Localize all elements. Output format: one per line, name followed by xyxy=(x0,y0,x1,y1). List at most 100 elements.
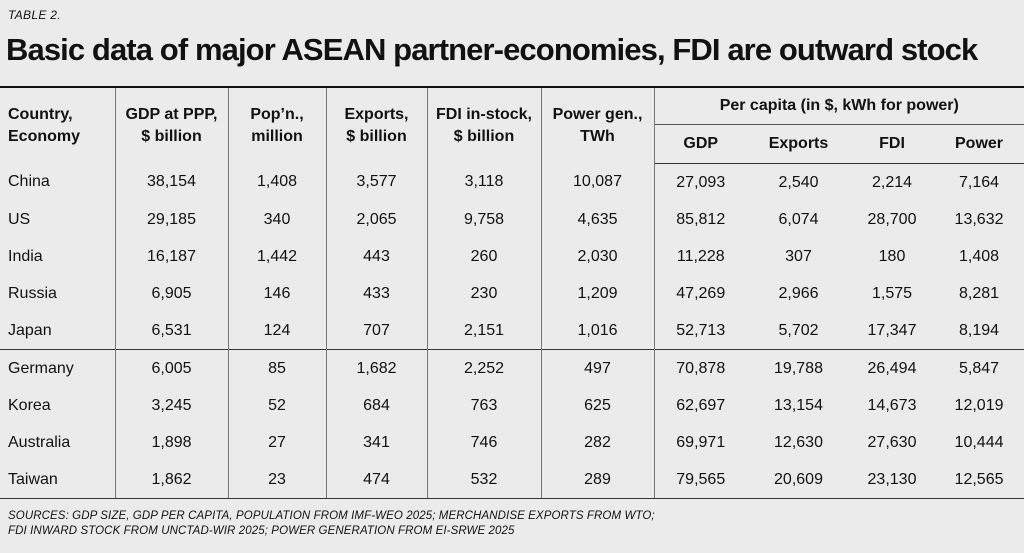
value-cell: 28,700 xyxy=(867,210,917,228)
value-cell: 1,862 xyxy=(115,461,229,499)
table-row: India 16,187 1,442 443 260 2,030 11,228 307 180 1… xyxy=(0,238,1024,275)
value-cell: 2,966 xyxy=(778,284,819,302)
value-cell: 29,185 xyxy=(115,201,229,238)
sources-note: SOURCES: GDP SIZE, GDP PER CAPITA, POPUL… xyxy=(8,509,1008,539)
value-cell: 52,713 xyxy=(676,321,726,339)
value-cell: 532 xyxy=(427,461,542,499)
header-pc-gdp: GDP xyxy=(654,124,747,164)
table-row: Germany 6,005 85 1,682 2,252 497 70,878 19,788 2… xyxy=(0,349,1024,387)
header-power: Power gen., TWh xyxy=(541,87,655,164)
table-row: Japan 6,531 124 707 2,151 1,016 52,713 5,702 17,… xyxy=(0,312,1024,350)
value-cell: 47,269 xyxy=(676,284,726,302)
value-cell: 1,408 xyxy=(958,247,1000,265)
value-cell: 70,878 xyxy=(654,349,747,387)
header-exports: Exports, $ billion xyxy=(326,87,428,164)
value-cell: 443 xyxy=(326,238,428,275)
value-cell: 27,630 xyxy=(867,433,917,451)
sources-line: FDI INWARD STOCK FROM UNCTAD-WIR 2025; P… xyxy=(8,525,515,537)
table-label: TABLE 2. xyxy=(8,8,61,22)
value-cell: 2,030 xyxy=(541,238,655,275)
table-row: Taiwan 1,862 23 474 532 289 79,565 20,609 23,130… xyxy=(0,461,1024,499)
value-cell: 433 xyxy=(326,275,428,312)
value-cell: 8,194 xyxy=(958,321,1000,339)
value-cell: 341 xyxy=(326,424,428,461)
value-cell: 26,494 xyxy=(850,349,934,387)
value-cell: 4,635 xyxy=(541,201,655,238)
header-pc-fdi: FDI xyxy=(850,124,934,164)
value-cell: 6,531 xyxy=(115,312,229,350)
data-table: Country, Economy GDP at PPP, $ billion Pop… xyxy=(0,86,1024,499)
value-cell: 12,630 xyxy=(774,433,823,451)
value-cell: 124 xyxy=(228,312,327,350)
country-cell: India xyxy=(0,238,116,275)
country-cell: Germany xyxy=(0,349,116,387)
header-country: Country, Economy xyxy=(0,87,116,164)
value-cell: 1,408 xyxy=(228,163,327,201)
sources-line: SOURCES: GDP SIZE, GDP PER CAPITA, POPUL… xyxy=(8,510,655,522)
country-cell: Taiwan xyxy=(0,461,116,499)
value-cell: 1,209 xyxy=(541,275,655,312)
table-body: China 38,154 1,408 3,577 3,118 10,087 27,093 2,… xyxy=(0,163,1024,499)
value-cell: 1,016 xyxy=(541,312,655,350)
value-cell: 38,154 xyxy=(115,163,229,201)
table-row: Australia 1,898 27 341 746 282 69,971 12,630 27,… xyxy=(0,424,1024,461)
header-gdp-ppp: GDP at PPP, $ billion xyxy=(115,87,229,164)
value-cell: 85,812 xyxy=(676,210,726,228)
value-cell: 23,130 xyxy=(850,461,934,499)
value-cell: 5,702 xyxy=(778,321,819,339)
value-cell: 2,065 xyxy=(326,201,428,238)
value-cell: 52 xyxy=(228,387,327,424)
country-cell: Korea xyxy=(0,387,116,424)
value-cell: 79,565 xyxy=(654,461,747,499)
value-cell: 625 xyxy=(541,387,655,424)
table-row: Korea 3,245 52 684 763 625 62,697 13,154 14,673 1… xyxy=(0,387,1024,424)
table-title: Basic data of major ASEAN partner-econom… xyxy=(6,32,978,67)
value-cell: 6,074 xyxy=(778,210,819,228)
value-cell: 69,971 xyxy=(676,433,726,451)
value-cell: 13,154 xyxy=(774,396,823,414)
value-cell: 5,847 xyxy=(934,349,1024,387)
header-per-capita: Per capita (in $, kWh for power) xyxy=(654,87,1024,125)
value-cell: 289 xyxy=(541,461,655,499)
value-cell: 2,252 xyxy=(427,349,542,387)
value-cell: 307 xyxy=(785,247,812,265)
value-cell: 13,632 xyxy=(954,210,1004,228)
value-cell: 260 xyxy=(427,238,542,275)
table-row: Russia 6,905 146 433 230 1,209 47,269 2,966 1,57… xyxy=(0,275,1024,312)
value-cell: 180 xyxy=(878,247,906,265)
value-cell: 2,151 xyxy=(427,312,542,350)
country-cell: Russia xyxy=(0,275,116,312)
header-population: Pop’n., million xyxy=(228,87,327,164)
value-cell: 27,093 xyxy=(676,173,726,191)
value-cell: 16,187 xyxy=(115,238,229,275)
value-cell: 6,905 xyxy=(115,275,229,312)
value-cell: 10,444 xyxy=(954,433,1004,451)
value-cell: 20,609 xyxy=(747,461,850,499)
value-cell: 17,347 xyxy=(867,321,917,339)
value-cell: 2,214 xyxy=(871,173,913,191)
value-cell: 1,442 xyxy=(228,238,327,275)
value-cell: 10,087 xyxy=(541,163,655,201)
country-cell: Japan xyxy=(0,312,116,350)
value-cell: 230 xyxy=(427,275,542,312)
value-cell: 8,281 xyxy=(958,284,1000,302)
value-cell: 14,673 xyxy=(867,396,917,414)
value-cell: 23 xyxy=(228,461,327,499)
value-cell: 9,758 xyxy=(427,201,542,238)
value-cell: 3,577 xyxy=(326,163,428,201)
header-pc-power: Power xyxy=(934,124,1024,164)
country-cell: China xyxy=(0,163,116,201)
value-cell: 62,697 xyxy=(676,396,726,414)
value-cell: 497 xyxy=(541,349,655,387)
value-cell: 1,898 xyxy=(115,424,229,461)
value-cell: 7,164 xyxy=(958,173,1000,191)
value-cell: 85 xyxy=(228,349,327,387)
value-cell: 1,575 xyxy=(871,284,913,302)
value-cell: 3,245 xyxy=(115,387,229,424)
value-cell: 684 xyxy=(326,387,428,424)
country-cell: US xyxy=(0,201,116,238)
header-fdi: FDI in-stock, $ billion xyxy=(427,87,542,164)
value-cell: 1,682 xyxy=(326,349,428,387)
value-cell: 6,005 xyxy=(115,349,229,387)
value-cell: 763 xyxy=(427,387,542,424)
